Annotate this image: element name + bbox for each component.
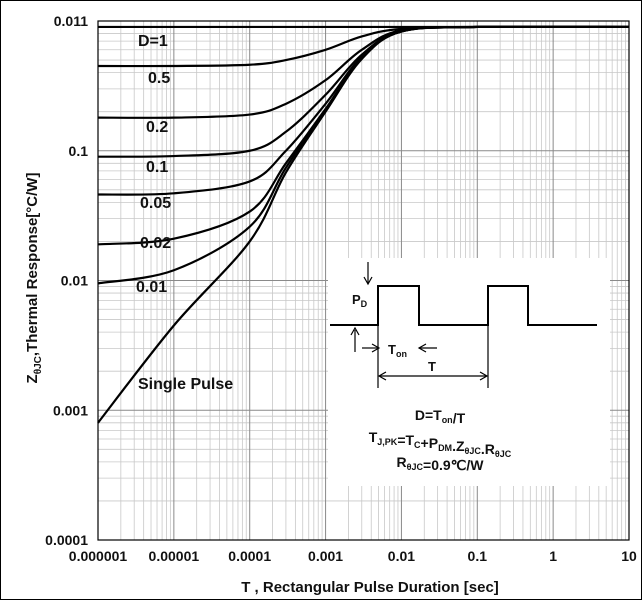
y-tick-labels: 0.0001 0.001 0.01 0.1 0.011 [45, 13, 88, 548]
equation-text: .Z [452, 438, 465, 454]
y-tick-label: 0.001 [53, 402, 88, 418]
x-tick-label: 0.1 [468, 548, 488, 564]
equation-subscript: C [414, 440, 421, 450]
y-axis-label-sub: θJC [33, 356, 44, 374]
equation-text: R [397, 454, 407, 470]
equation-text: .R [481, 441, 495, 457]
x-tick-label: 0.001 [308, 548, 343, 564]
equation-text: D=T [415, 407, 442, 423]
series-labels: D=1 0.5 0.2 0.1 0.05 0.02 0.01 Single Pulse [136, 33, 233, 393]
equation-text: +P [421, 435, 439, 451]
series-label: 0.05 [140, 195, 171, 212]
period-label: T [428, 359, 436, 374]
y-tick-label: 0.011 [54, 13, 88, 29]
equation-text: =0.9℃/W [423, 457, 484, 473]
period-arrow-left-head [377, 371, 387, 381]
y-axis-label-main: Z [24, 374, 41, 383]
ton-arrow-left-head [371, 343, 381, 353]
series-lines [97, 25, 630, 424]
ton-label-sub: on [396, 349, 407, 359]
pulse-diagram-inset: PD Ton T D=Ton/T TJ,PK=TC+PDM.ZθJC.RθJC … [328, 258, 610, 486]
thermal-resistance-equation: RθJC=0.9℃/W [397, 454, 485, 473]
ton-arrow-right-head [417, 343, 427, 353]
pd-arrow-bottom-head [350, 326, 360, 336]
x-tick-label: 0.01 [388, 548, 415, 564]
equation-subscript: θJC [465, 446, 482, 456]
duty-cycle-equation: D=Ton/T [415, 407, 466, 426]
ton-label: Ton [388, 342, 407, 359]
pd-label-main: P [352, 292, 361, 307]
series-label: 0.5 [148, 70, 170, 87]
series-label: 0.2 [146, 119, 168, 136]
equation-subscript: DM [438, 443, 452, 453]
x-tick-labels: 0.000001 0.00001 0.0001 0.001 0.01 0.1 1 10 [69, 548, 637, 564]
ton-label-main: T [388, 342, 396, 357]
equation-text: T [369, 429, 378, 445]
equation-text: /T [453, 410, 466, 426]
y-tick-label: 0.01 [61, 273, 88, 289]
period-arrow-right-head [479, 371, 489, 381]
equation-subscript: θJC [407, 462, 424, 472]
plot-area-border [97, 20, 630, 541]
series-label: 0.01 [136, 279, 167, 296]
y-tick-label: 0.1 [69, 143, 89, 159]
x-tick-label: 0.00001 [149, 548, 200, 564]
pd-label-sub: D [361, 299, 368, 309]
x-tick-label: 0.000001 [69, 548, 128, 564]
series-label: 0.02 [140, 235, 171, 252]
equation-text: =T [397, 432, 414, 448]
series-label: D=1 [138, 33, 168, 50]
equation-subscript: on [442, 415, 453, 425]
x-tick-label: 0.0001 [228, 548, 271, 564]
inset-background [328, 258, 610, 486]
x-tick-label: 1 [549, 548, 557, 564]
x-tick-label: 10 [621, 548, 637, 564]
pd-arrow-top-head [363, 276, 373, 286]
y-axis-label-rest: ,Thermal Response[°C/W] [24, 173, 41, 357]
pulse-waveform [330, 285, 597, 326]
series-line [97, 25, 630, 424]
junction-temp-equation: TJ,PK=TC+PDM.ZθJC.RθJC [369, 429, 512, 459]
equation-subscript: θJC [495, 449, 512, 459]
y-axis-label: ZθJC,Thermal Response[°C/W] [24, 173, 44, 384]
equation-subscript: J,PK [377, 437, 398, 447]
y-tick-label: 0.0001 [45, 532, 88, 548]
series-label: Single Pulse [138, 376, 233, 393]
x-axis-label: T , Rectangular Pulse Duration [sec] [241, 579, 499, 596]
series-label: 0.1 [146, 159, 168, 176]
pd-label: PD [352, 292, 368, 309]
